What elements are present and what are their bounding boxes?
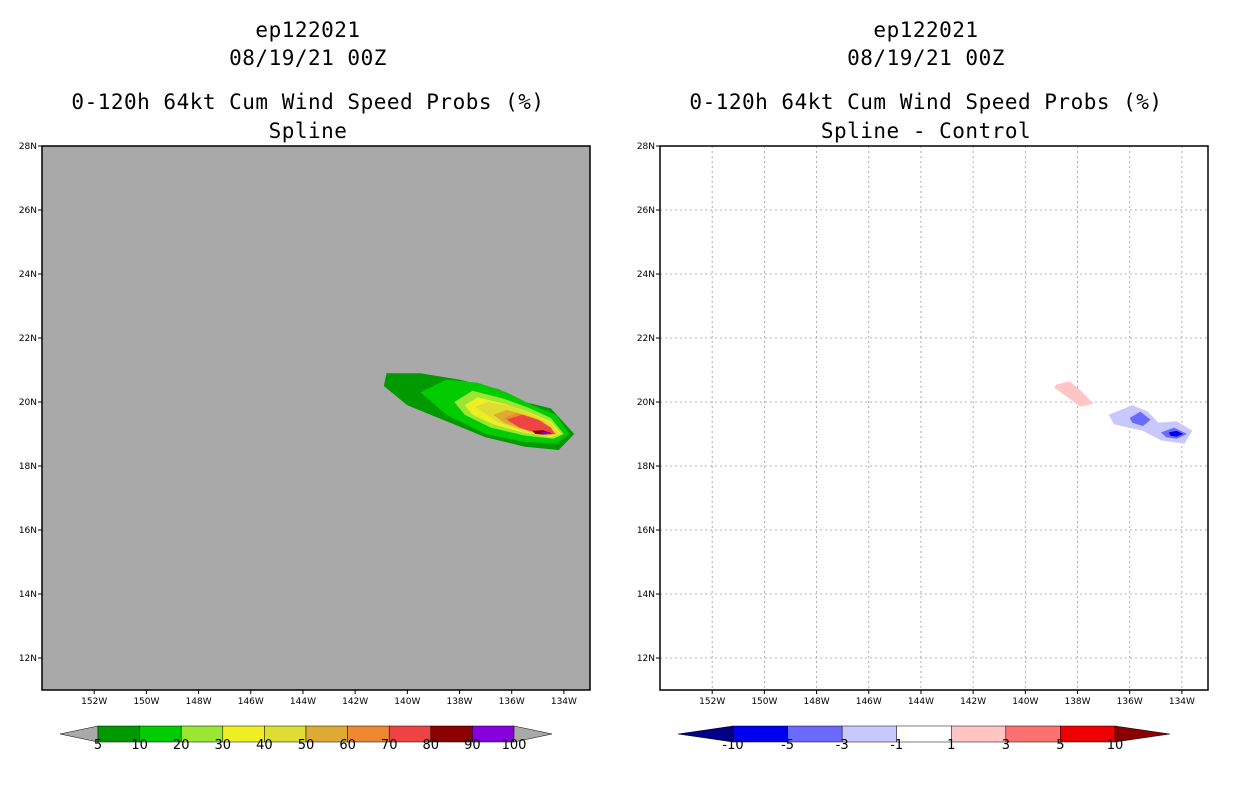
left-x-tick-label-7: 138W [446,697,472,707]
left-map-panel: 152W 150W 148W 146W 144W 142W 140W 138W 136W 134W… [19,142,591,707]
left-colorbar-label-5: 50 [298,738,315,753]
right-y-tick-label-0: 28N [637,142,655,152]
left-x-tick-label-5: 142W [342,697,368,707]
right-y-tick-label-2: 24N [637,270,655,280]
left-y-tick-label-6: 16N [19,526,37,536]
right-datetime: 08/19/21 00Z [847,46,1005,70]
right-x-tick-label-4: 144W [908,697,934,707]
left-contour-90-9 [540,432,551,435]
left-colorbar-label-4: 40 [256,738,273,753]
left-y-tick-label-8: 12N [19,654,37,664]
right-map-frame [659,145,1209,691]
right-y-tick-label-4: 20N [637,398,655,408]
right-contour--5-4 [1168,430,1184,437]
left-map-frame [41,145,591,691]
left-title: 0-120h 64kt Cum Wind Speed Probs (%) [71,90,545,114]
right-colorbar-label-5: 3 [1002,738,1010,753]
left-colorbar-label-1: 10 [131,738,148,753]
right-colorbar-swatch-4 [951,725,1007,743]
left-colorbar-label-7: 70 [381,738,398,753]
left-storm-id: ep122021 [255,18,361,42]
left-x-tick-label-3: 146W [238,697,264,707]
right-x-tick-label-9: 134W [1169,697,1195,707]
right-colorbar-label-0: -10 [722,738,743,753]
left-y-tick-label-3: 22N [19,334,37,344]
left-colorbar-label-3: 30 [215,738,232,753]
right-colorbar-swatch-5 [1005,725,1061,743]
left-x-tick-label-2: 148W [186,697,212,707]
right-y-tick-label-3: 22N [637,334,655,344]
left-colorbar-label-9: 90 [464,738,481,753]
left-colorbar-label-0: 5 [94,738,102,753]
right-x-tick-label-3: 146W [856,697,882,707]
right-colorbar-swatch-3 [896,725,952,743]
right-y-tick-label-8: 12N [637,654,655,664]
right-colorbar: -10 -5 -3 -1 1 3 5 10 [677,725,1171,753]
left-x-tick-label-1: 150W [133,697,159,707]
right-storm-id: ep122021 [873,18,979,42]
left-subtitle: Spline [268,119,348,143]
left-y-tick-label-0: 28N [19,142,37,152]
right-colorbar-label-2: -3 [836,738,849,753]
right-x-tick-label-1: 150W [751,697,777,707]
left-x-tick-label-4: 144W [290,697,316,707]
left-colorbar-label-8: 80 [423,738,440,753]
right-x-tick-label-0: 152W [699,697,725,707]
left-colorbar-over [513,725,553,743]
right-x-tick-label-5: 142W [960,697,986,707]
left-y-tick-label-5: 18N [19,462,37,472]
left-colorbar-label-2: 20 [173,738,190,753]
right-colorbar-label-7: 10 [1107,738,1124,753]
left-y-tick-label-4: 20N [19,398,37,408]
left-colorbar-label-10: 100 [502,738,527,753]
left-colorbar-under [59,725,99,743]
right-x-tick-label-7: 138W [1064,697,1090,707]
right-x-tick-label-6: 140W [1012,697,1038,707]
right-colorbar-label-4: 1 [947,738,955,753]
right-title: 0-120h 64kt Cum Wind Speed Probs (%) [689,90,1163,114]
right-x-tick-label-8: 136W [1117,697,1143,707]
left-colorbar-label-6: 60 [339,738,356,753]
right-x-tick-label-2: 148W [804,697,830,707]
right-colorbar-swatch-2 [841,725,897,743]
left-y-tick-label-1: 26N [19,206,37,216]
left-x-tick-label-0: 152W [81,697,107,707]
right-contour-1-0 [1054,381,1094,407]
right-map-panel: 152W 150W 148W 146W 144W 142W 140W 138W 136W 134W… [637,142,1209,707]
right-y-tick-label-1: 26N [637,206,655,216]
left-datetime: 08/19/21 00Z [229,46,387,70]
right-y-tick-label-6: 16N [637,526,655,536]
right-y-tick-label-7: 14N [637,590,655,600]
right-colorbar-label-1: -5 [781,738,794,753]
left-x-tick-label-8: 136W [499,697,525,707]
left-x-tick-label-6: 140W [394,697,420,707]
right-y-tick-label-5: 18N [637,462,655,472]
right-colorbar-label-6: 5 [1056,738,1064,753]
right-contour--3-2 [1129,411,1151,426]
left-y-tick-label-2: 24N [19,270,37,280]
right-subtitle: Spline - Control [820,119,1032,143]
left-x-tick-label-9: 134W [551,697,577,707]
right-colorbar-label-3: -1 [890,738,903,753]
left-y-tick-label-7: 14N [19,590,37,600]
left-colorbar: 5 10 20 30 40 50 60 70 80 90 100 [59,725,553,753]
right-colorbar-swatch-1 [787,725,843,743]
left-contour-70-7 [506,414,555,434]
right-colorbar-over [1114,725,1171,743]
